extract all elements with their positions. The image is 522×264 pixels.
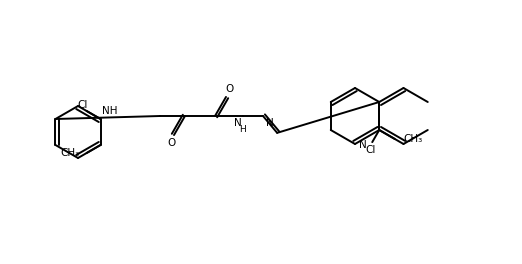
Text: Cl: Cl (365, 145, 375, 155)
Text: O: O (167, 138, 175, 148)
Text: O: O (225, 84, 233, 94)
Text: CH₃: CH₃ (404, 134, 423, 144)
Text: N: N (359, 140, 367, 150)
Text: CH₃: CH₃ (61, 148, 80, 158)
Text: H: H (239, 125, 245, 134)
Text: NH: NH (102, 106, 117, 116)
Text: N: N (234, 118, 242, 128)
Text: Cl: Cl (77, 100, 88, 110)
Text: N: N (266, 118, 274, 128)
